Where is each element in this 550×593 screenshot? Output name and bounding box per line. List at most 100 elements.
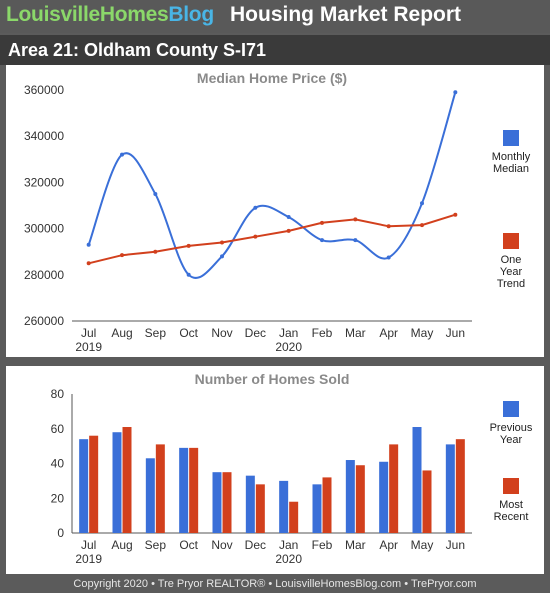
- chart-title: Median Home Price ($): [197, 70, 347, 86]
- bar: [355, 465, 365, 533]
- legend-label: Most: [499, 499, 523, 511]
- x-tick-label: Jul: [81, 538, 96, 552]
- x-tick-label: Jun: [446, 538, 465, 552]
- data-point: [286, 215, 291, 220]
- bar: [289, 501, 299, 533]
- x-tick-label: Jun: [446, 326, 465, 340]
- x-tick-label: Jan: [279, 538, 298, 552]
- data-point: [153, 191, 158, 196]
- legend-label: Previous: [490, 422, 533, 434]
- data-point: [386, 224, 391, 229]
- x-tick-label: Mar: [345, 326, 366, 340]
- bar: [279, 480, 289, 533]
- series-line: [88, 213, 456, 265]
- bar: [255, 484, 265, 533]
- brand-logo: LouisvilleHomesBlog: [6, 3, 214, 27]
- legend-label: Year: [500, 434, 523, 446]
- data-point: [86, 261, 91, 266]
- data-point: [353, 238, 358, 243]
- data-point: [353, 217, 358, 222]
- x-tick-label: Nov: [211, 538, 232, 552]
- bar: [155, 444, 165, 533]
- x-year-label: 2019: [75, 552, 102, 566]
- y-tick-label: 20: [51, 491, 65, 505]
- y-tick-label: 60: [51, 422, 65, 436]
- bar: [455, 439, 465, 533]
- data-point: [386, 255, 391, 260]
- chart-title: Number of Homes Sold: [195, 371, 350, 387]
- legend-label: Year: [500, 266, 523, 278]
- x-tick-label: Aug: [111, 538, 132, 552]
- x-tick-label: Aug: [111, 326, 132, 340]
- data-point: [253, 234, 258, 239]
- bar: [212, 472, 222, 533]
- legend-swatch: [503, 478, 519, 494]
- bar: [112, 432, 122, 533]
- y-tick-label: 300000: [24, 222, 64, 236]
- y-tick-label: 40: [51, 457, 65, 471]
- x-tick-label: Nov: [211, 326, 232, 340]
- y-tick-label: 320000: [24, 175, 64, 189]
- legend-label: Monthly: [492, 151, 531, 163]
- y-tick-label: 280000: [24, 268, 64, 282]
- area-title: Area 21: Oldham County S-I71: [8, 40, 267, 60]
- bar: [122, 427, 132, 533]
- legend-label: Recent: [494, 511, 529, 523]
- bar: [145, 458, 155, 533]
- x-tick-label: Apr: [379, 326, 398, 340]
- x-tick-label: Sep: [145, 326, 167, 340]
- x-tick-label: Dec: [245, 326, 266, 340]
- data-point: [186, 243, 191, 248]
- x-tick-label: Feb: [312, 326, 333, 340]
- x-tick-label: Jan: [279, 326, 298, 340]
- x-tick-label: Sep: [145, 538, 167, 552]
- x-tick-label: Mar: [345, 538, 366, 552]
- median-price-chart: Median Home Price ($) 260000 280000 300000 3…: [24, 70, 531, 354]
- homes-sold-chart: Number of Homes Sold 0 20 40 60 80 Jul Aug Sep Oc…: [51, 371, 533, 566]
- bar: [412, 427, 422, 533]
- x-tick-label: Jul: [81, 326, 96, 340]
- bar: [379, 461, 389, 533]
- y-tick-label: 340000: [24, 129, 64, 143]
- x-tick-label: May: [411, 326, 434, 340]
- data-point: [320, 238, 324, 243]
- series-line: [87, 92, 457, 279]
- data-point: [186, 272, 191, 277]
- data-point: [420, 201, 424, 206]
- data-point: [120, 152, 124, 157]
- median-price-chart-panel: Median Home Price ($) 260000 280000 300000 3…: [6, 65, 544, 357]
- legend-label: Median: [493, 163, 529, 175]
- x-tick-label: Dec: [245, 538, 266, 552]
- x-tick-label: Feb: [312, 538, 333, 552]
- area-title-bar: [0, 35, 550, 65]
- data-point: [453, 90, 458, 95]
- bar: [312, 484, 322, 533]
- brand-name-part2: Blog: [168, 3, 214, 26]
- data-point: [286, 228, 291, 233]
- x-year-label: 2020: [275, 552, 302, 566]
- data-point: [120, 253, 124, 258]
- y-tick-label: 360000: [24, 83, 64, 97]
- x-tick-label: Oct: [179, 538, 198, 552]
- y-tick-label: 80: [51, 387, 65, 401]
- legend-swatch: [503, 401, 519, 417]
- legend-swatch: [503, 233, 519, 249]
- bar: [345, 460, 355, 533]
- bar: [245, 475, 255, 533]
- brand-name-part1: LouisvilleHomes: [6, 3, 169, 26]
- data-point: [153, 249, 158, 254]
- bar: [322, 477, 332, 533]
- bar: [445, 444, 455, 533]
- footer-copyright: Copyright 2020 • Tre Pryor REALTOR® • Lo…: [73, 578, 477, 590]
- bar: [189, 447, 199, 533]
- data-point: [86, 242, 91, 247]
- data-point: [220, 240, 224, 245]
- y-tick-label: 0: [57, 526, 64, 540]
- legend-label: One: [501, 254, 522, 266]
- legend-label: Trend: [497, 278, 525, 290]
- report-title: Housing Market Report: [230, 3, 462, 26]
- legend-swatch: [503, 130, 519, 146]
- bar: [79, 439, 89, 533]
- bar: [179, 447, 189, 533]
- x-tick-label: Apr: [379, 538, 398, 552]
